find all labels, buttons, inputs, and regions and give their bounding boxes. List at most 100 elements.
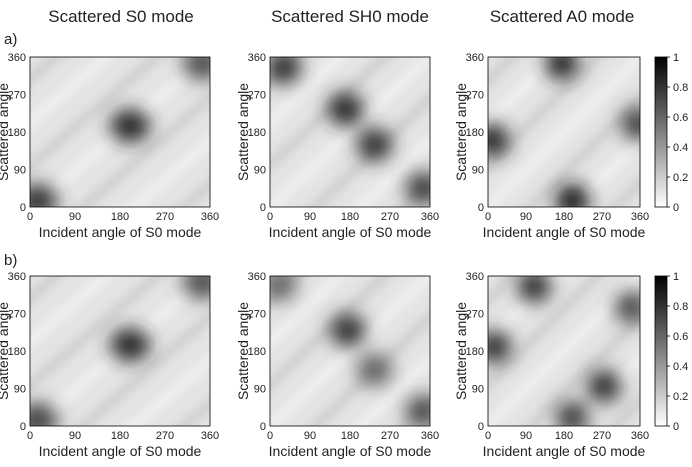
heatmap-band (488, 57, 562, 130)
heatmap-band (30, 57, 63, 86)
y-tick-label: 0 (260, 421, 266, 433)
x-tick-label: 360 (421, 211, 439, 223)
y-tick-label: 180 (466, 346, 484, 358)
heatmap-band (488, 276, 640, 426)
y-axis-label: Scattered angle (453, 302, 469, 400)
heatmap-band (30, 57, 164, 173)
colorbar-tick-label: 0.6 (673, 112, 688, 124)
colorbar-top: 1 0.8 0.6 0.4 0.2 0 (654, 52, 688, 214)
heatmap-band (30, 276, 113, 348)
plot-frame (487, 275, 641, 427)
y-tick-label: 270 (8, 309, 26, 321)
heatmap-band (177, 397, 210, 426)
heatmap-band (270, 57, 346, 130)
colorbar-tick-label: 0.6 (673, 331, 688, 343)
y-axis-label: Scattered angle (235, 83, 251, 181)
heatmap-peak (30, 184, 58, 207)
column-title-a0: Scattered A0 mode (490, 7, 635, 26)
heatmap-peak (545, 57, 579, 80)
heatmap-peak (182, 276, 210, 299)
x-tick-label: 270 (593, 211, 611, 223)
heatmap-peak (110, 328, 150, 362)
colorbar-tick-label: 1 (673, 52, 679, 64)
x-tick-label: 180 (341, 430, 359, 442)
y-tick-label: 0 (478, 421, 484, 433)
x-tick-label: 90 (304, 211, 316, 223)
colorbar-tick-label: 0 (673, 202, 679, 214)
colorbar-tick-label: 0.8 (673, 301, 688, 313)
heatmap-band (354, 134, 430, 207)
heatmap-band (30, 276, 164, 392)
x-tick-label: 360 (631, 211, 649, 223)
colorbar-tick-label: 0.4 (673, 142, 688, 154)
colorbar-tick-label: 0 (673, 421, 679, 433)
y-tick-label: 0 (20, 202, 26, 214)
heatmap-band (30, 276, 63, 305)
y-tick-label: 90 (254, 384, 266, 396)
heatmap-peak (405, 394, 430, 426)
colorbar-gradient (654, 56, 668, 208)
x-tick-label: 90 (520, 211, 532, 223)
x-tick-label: 90 (520, 430, 532, 442)
heatmap-band (488, 57, 519, 88)
x-tick-label: 180 (555, 430, 573, 442)
heatmap-band (488, 276, 604, 391)
heatmap-peak (405, 171, 430, 205)
y-tick-label: 360 (248, 52, 266, 64)
colorbar-tick-label: 0.4 (673, 361, 688, 373)
heatmap-band (127, 354, 210, 426)
heatmap-band (354, 353, 430, 426)
y-tick-label: 270 (466, 90, 484, 102)
y-axis-label: Scattered angle (235, 302, 251, 400)
x-tick-label: 90 (69, 211, 81, 223)
y-tick-label: 90 (254, 165, 266, 177)
x-axis-label: Incident angle of S0 mode (483, 224, 646, 240)
colorbar-tick-label: 0.8 (673, 82, 688, 94)
heatmap-band (76, 91, 210, 207)
y-tick-label: 90 (472, 165, 484, 177)
x-tick-label: 0 (267, 430, 273, 442)
heatmap-band (488, 57, 640, 207)
y-tick-label: 180 (8, 346, 26, 358)
x-tick-label: 360 (421, 430, 439, 442)
heatmap-band (524, 92, 640, 207)
y-axis-label: Scattered angle (453, 83, 469, 181)
heatmap-peak (356, 353, 393, 387)
heatmap-band (309, 311, 430, 426)
heatmap-band (270, 276, 346, 349)
x-tick-label: 270 (381, 430, 399, 442)
heatmap-peak (270, 57, 301, 84)
heatmap-band (270, 276, 430, 426)
x-tick-label: 360 (201, 211, 219, 223)
heatmap-peak (614, 290, 640, 324)
heatmap-band (609, 395, 640, 426)
y-tick-label: 270 (466, 309, 484, 321)
x-axis-label: Incident angle of S0 mode (39, 443, 202, 459)
y-tick-label: 270 (8, 90, 26, 102)
heatmap-peak (330, 313, 366, 347)
colorbar-gradient (654, 275, 668, 427)
x-tick-label: 360 (631, 430, 649, 442)
y-tick-label: 270 (248, 90, 266, 102)
x-tick-label: 0 (267, 211, 273, 223)
heatmap-peak (621, 107, 640, 141)
plot-frame (29, 56, 211, 208)
heatmap-peak (587, 369, 621, 403)
row-label-b: b) (4, 252, 17, 269)
heatmap-peak (555, 401, 590, 426)
plot-frame (269, 275, 431, 427)
y-tick-label: 360 (466, 271, 484, 283)
y-axis-label: Scattered angle (0, 302, 11, 400)
heatmap-band (309, 92, 430, 207)
heatmap-band (488, 57, 604, 172)
plot-frame (487, 56, 641, 208)
y-tick-label: 0 (20, 421, 26, 433)
heatmap-peak (517, 276, 552, 303)
heatmap-band (609, 176, 640, 207)
column-title-s0: Scattered S0 mode (48, 7, 194, 26)
x-tick-label: 180 (111, 211, 129, 223)
y-tick-label: 90 (14, 165, 26, 177)
